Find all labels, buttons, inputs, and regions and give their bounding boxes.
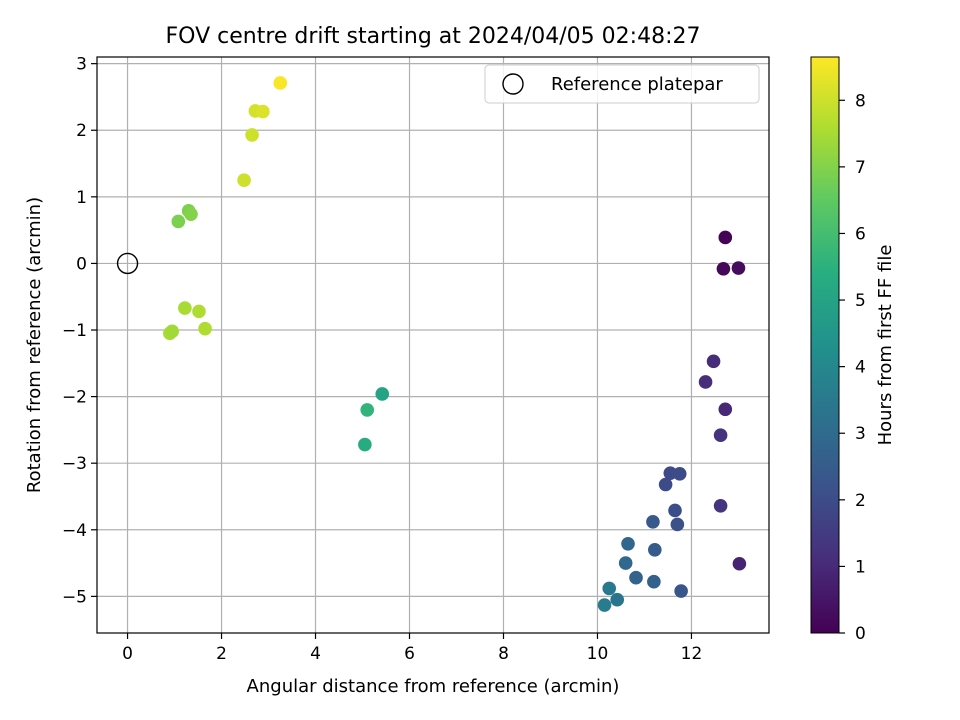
data-points [163, 76, 747, 612]
scatter-point [165, 324, 179, 339]
scatter-point [360, 403, 375, 417]
legend: Reference platepar [484, 64, 760, 104]
colorbar-tick-label: 5 [855, 291, 866, 311]
y-tick-label: −5 [62, 587, 87, 607]
scatter-point [184, 207, 198, 221]
x-tick-label: 0 [122, 644, 133, 664]
y-axis-ticks: −5 −4 −3 −2 −1 0 1 2 3 [62, 55, 97, 607]
colorbar-tick-label: 7 [855, 158, 866, 178]
scatter-point [732, 556, 747, 571]
scatter-point [256, 104, 270, 119]
legend-marker [502, 73, 524, 95]
x-tick-label: 12 [681, 644, 703, 664]
y-tick-label: −4 [62, 521, 87, 541]
y-tick-label: 0 [76, 254, 87, 274]
scatter-point [597, 598, 612, 612]
x-tick-label: 6 [404, 644, 415, 664]
scatter-point [237, 173, 251, 187]
x-tick-label: 4 [310, 644, 321, 664]
scatter-point [375, 387, 390, 401]
chart-title: FOV centre drift starting at 2024/04/05 … [166, 24, 701, 49]
colorbar-tick-label: 4 [855, 358, 866, 378]
scatter-point [358, 437, 372, 452]
y-axis-label: Rotation from reference (arcmin) [24, 197, 45, 493]
colorbar: 0 1 2 3 4 5 6 7 8 Hours from first FF file [810, 56, 896, 644]
scatter-point [646, 514, 660, 529]
scatter-point [602, 581, 617, 596]
x-tick-label: 8 [498, 644, 509, 664]
grid-lines [97, 57, 769, 633]
y-tick-label: −3 [62, 454, 87, 474]
y-tick-label: −1 [62, 321, 87, 341]
scatter-point [245, 128, 259, 142]
scatter-point [716, 261, 731, 276]
scatter-point [647, 574, 661, 589]
colorbar-ticks: 0 1 2 3 4 5 6 7 8 [839, 91, 866, 644]
scatter-point [731, 261, 746, 275]
scatter-point [670, 517, 685, 532]
scatter-point [668, 503, 682, 518]
scatter-point [658, 477, 673, 492]
y-tick-label: −2 [62, 388, 87, 408]
scatter-point [713, 499, 728, 513]
y-tick-label: 2 [76, 121, 87, 141]
y-tick-label: 1 [76, 188, 87, 208]
x-tick-label: 10 [587, 644, 609, 664]
x-axis-label: Angular distance from reference (arcmin) [247, 676, 620, 697]
scatter-point [273, 76, 288, 90]
colorbar-label: Hours from first FF file [875, 245, 896, 446]
scatter-point [610, 592, 625, 607]
colorbar-tick-label: 2 [855, 491, 866, 511]
scatter-point [648, 542, 662, 557]
scatter-point [718, 230, 733, 245]
x-axis-ticks: 0 2 4 6 8 10 12 [122, 633, 702, 664]
scatter-point [674, 584, 688, 598]
plot-frame [96, 56, 770, 634]
y-tick-label: 3 [76, 55, 87, 75]
colorbar-tick-label: 8 [855, 91, 866, 111]
scatter-point [629, 570, 643, 585]
x-tick-label: 2 [216, 644, 227, 664]
scatter-point [618, 556, 633, 570]
colorbar-gradient [810, 56, 840, 634]
colorbar-tick-label: 6 [855, 224, 866, 244]
scatter-point [192, 304, 206, 319]
colorbar-tick-label: 1 [855, 557, 866, 577]
legend-box [484, 64, 760, 104]
scatter-point [621, 536, 635, 551]
reference-marker [116, 252, 139, 275]
scatter-point [713, 428, 728, 443]
scatter-point [178, 301, 192, 315]
scatter-point [698, 375, 713, 389]
scatter-point [171, 214, 186, 229]
reference-point [116, 252, 139, 275]
scatter-point [718, 402, 733, 417]
scatter-point [706, 354, 721, 369]
colorbar-tick-label: 3 [855, 424, 866, 444]
colorbar-tick-label: 0 [855, 624, 866, 644]
scatter-point [672, 467, 687, 481]
scatter-point [198, 321, 212, 336]
legend-entry-reference: Reference platepar [551, 74, 723, 95]
